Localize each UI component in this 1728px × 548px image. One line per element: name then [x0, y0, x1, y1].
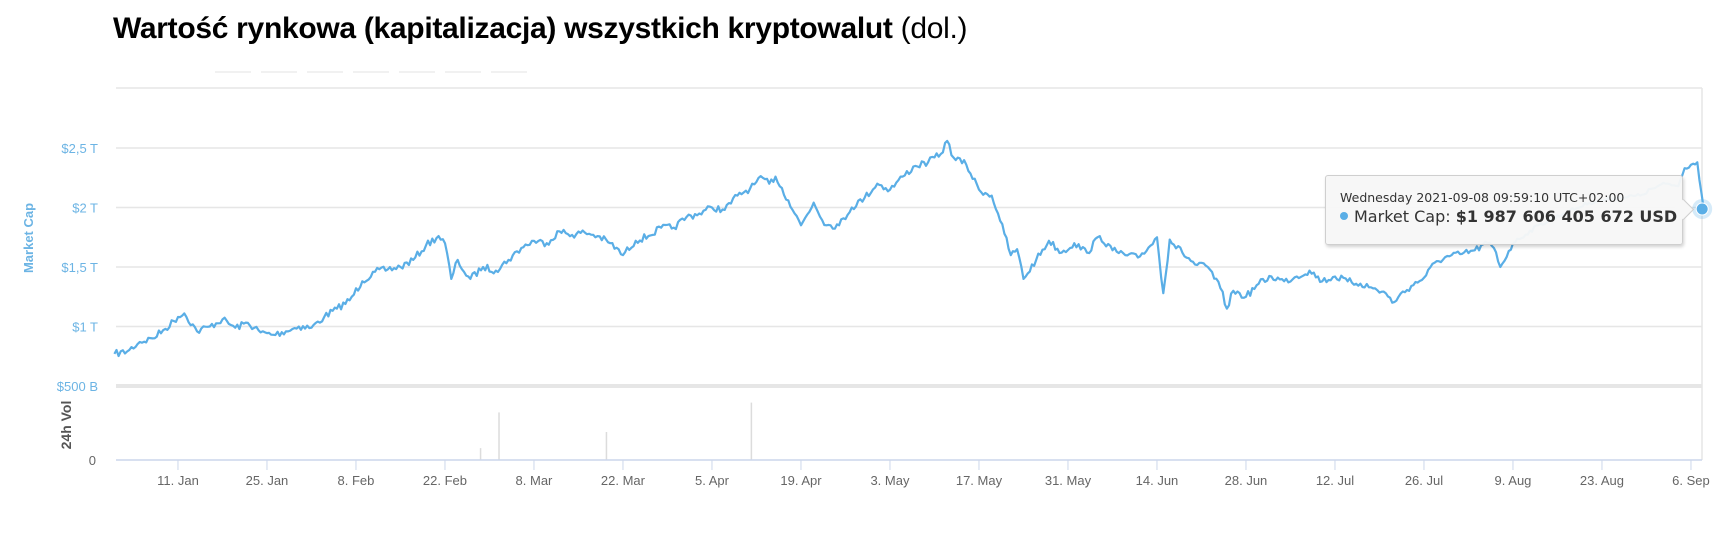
y-tick-label: $500 B — [57, 379, 98, 394]
tooltip-value: $1 987 606 405 672 USD — [1455, 207, 1678, 226]
chart-title: Wartość rynkowa (kapitalizacja) wszystki… — [113, 12, 968, 46]
y-axis: $500 B $1 T $1,5 T $2 T $2,5 T 0 — [57, 141, 98, 468]
range-selector-remnant — [215, 71, 535, 73]
x-tick-label: 17. May — [956, 473, 1003, 488]
market-cap-line[interactable] — [113, 139, 1515, 358]
x-tick-label: 5. Apr — [695, 473, 730, 488]
x-tick-label: 23. Aug — [1580, 473, 1624, 488]
y-tick-label: $1,5 T — [61, 260, 98, 275]
grid-lines — [116, 87, 1703, 460]
volume-tick-label: 0 — [89, 453, 96, 468]
y-axis-title-volume: 24h Vol — [58, 401, 74, 450]
volume-series — [479, 402, 753, 460]
y-tick-label: $2,5 T — [61, 141, 98, 156]
series-color-dot-icon — [1340, 212, 1348, 220]
chart-title-unit: (dol.) — [892, 12, 968, 45]
y-axis-title-market-cap: Market Cap — [21, 203, 36, 273]
x-tick-label: 22. Feb — [423, 473, 467, 488]
x-tick-label: 6. Sep — [1672, 473, 1710, 488]
hover-point-marker[interactable] — [1695, 202, 1709, 216]
y-tick-label: $1 T — [72, 320, 98, 335]
x-tick-label: 11. Jan — [157, 473, 199, 488]
tooltip: Wednesday 2021-09-08 09:59:10 UTC+02:00 … — [1325, 175, 1695, 245]
x-tick-label: 14. Jun — [1136, 473, 1179, 488]
x-tick-label: 31. May — [1045, 473, 1092, 488]
x-tick-label: 26. Jul — [1405, 473, 1443, 488]
y-tick-label: $2 T — [72, 201, 98, 216]
x-tick-label: 28. Jun — [1225, 473, 1268, 488]
chart-title-main: Wartość rynkowa (kapitalizacja) wszystki… — [113, 12, 893, 45]
x-tick-label: 25. Jan — [246, 473, 289, 488]
x-tick-label: 19. Apr — [780, 473, 822, 488]
x-tick-label: 22. Mar — [601, 473, 646, 488]
x-tick-label: 3. May — [870, 473, 910, 488]
x-axis: 11. Jan 25. Jan 8. Feb 22. Feb 8. Mar 22. Mar… — [116, 459, 1710, 488]
x-tick-label: 8. Mar — [516, 473, 554, 488]
tooltip-row: Market Cap: $1 987 606 405 672 USD — [1340, 207, 1682, 226]
tooltip-label: Market Cap: — [1354, 207, 1451, 226]
tooltip-timestamp: Wednesday 2021-09-08 09:59:10 UTC+02:00 — [1340, 190, 1625, 205]
x-tick-label: 12. Jul — [1316, 473, 1354, 488]
x-tick-label: 9. Aug — [1495, 473, 1532, 488]
x-tick-label: 8. Feb — [338, 473, 375, 488]
